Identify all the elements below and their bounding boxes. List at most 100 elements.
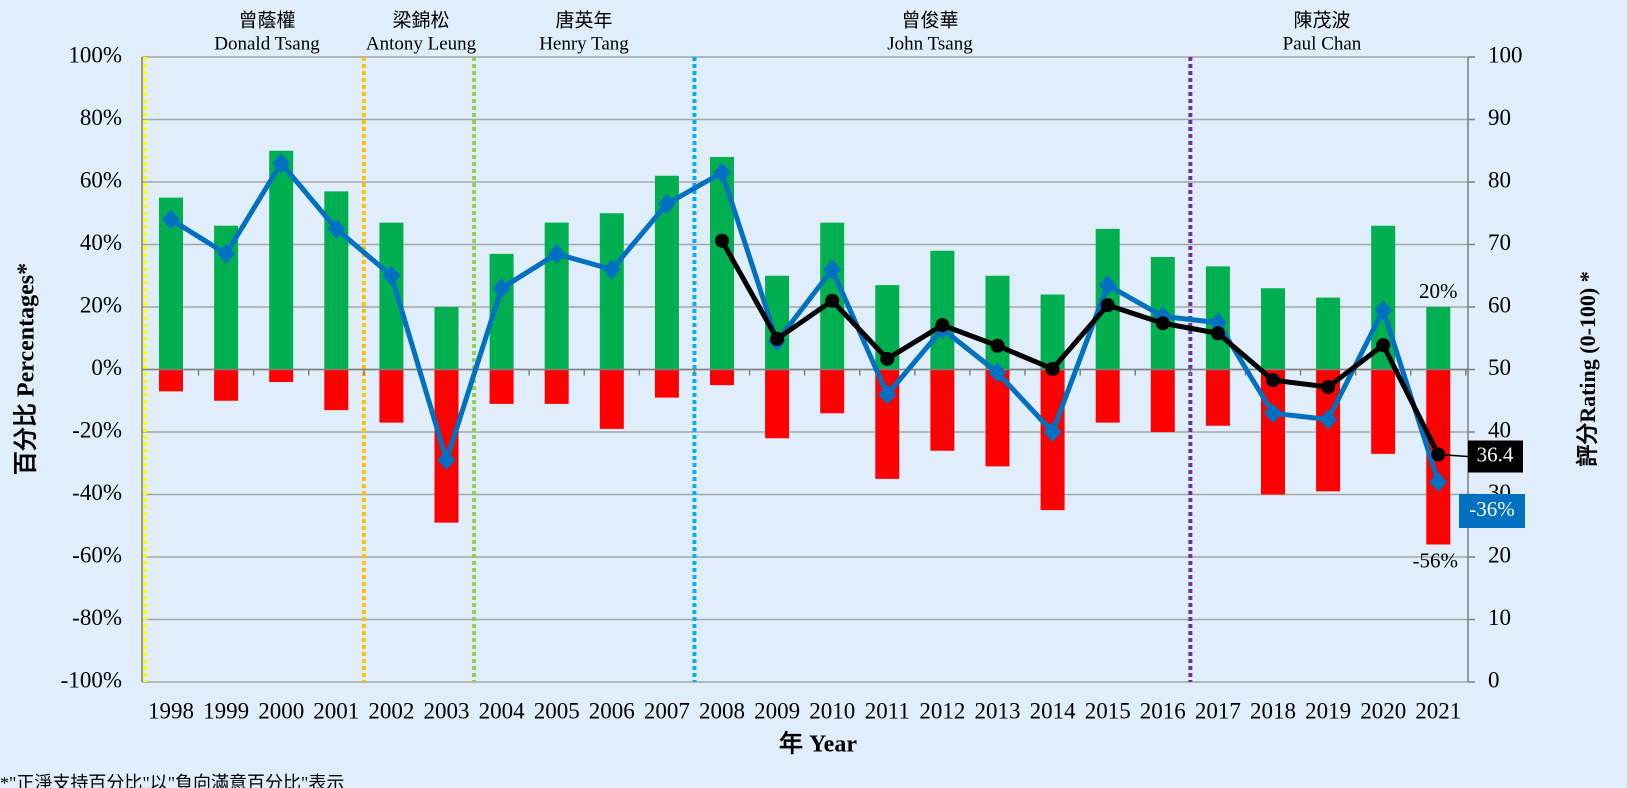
period-name-en: Antony Leung <box>366 33 477 54</box>
x-tick-label: 2002 <box>368 698 414 723</box>
period-name-en: Henry Tang <box>539 33 629 54</box>
data-label-box <box>1459 494 1525 528</box>
y2-axis-label: 評分Rating (0-100) * <box>1575 271 1600 467</box>
x-tick-label: 2017 <box>1195 698 1241 723</box>
marker <box>1155 316 1170 331</box>
line <box>719 239 1441 456</box>
x-tick-label: 2012 <box>919 698 965 723</box>
marker <box>1045 361 1060 376</box>
y2-tick-label: 40 <box>1488 417 1511 442</box>
y2-tick-label: 10 <box>1488 605 1511 630</box>
bar <box>985 275 1010 370</box>
y-tick-label: 0% <box>91 355 122 380</box>
x-tick-label: 2015 <box>1085 698 1131 723</box>
y-tick-label: 20% <box>80 292 122 317</box>
marker <box>1210 326 1225 341</box>
bar <box>1150 369 1175 432</box>
y-tick-label: -60% <box>72 542 122 567</box>
marker <box>1043 422 1062 442</box>
marker <box>1098 275 1117 296</box>
x-tick-label: 2019 <box>1305 698 1351 723</box>
y2-tick-label: 0 <box>1488 667 1500 692</box>
line <box>169 160 1441 483</box>
bar <box>765 369 790 439</box>
marker <box>878 384 897 405</box>
bar <box>1316 297 1341 370</box>
x-tick-label: 2000 <box>258 698 304 723</box>
marker <box>990 338 1005 353</box>
x-tick-label: 2003 <box>424 698 470 723</box>
x-tick-label: 2020 <box>1360 698 1406 723</box>
bar <box>434 369 459 523</box>
marker <box>382 265 401 286</box>
y2-tick-label: 20 <box>1488 542 1511 567</box>
data-label: 20% <box>1419 279 1458 303</box>
y-tick-label: -80% <box>72 605 122 630</box>
bar <box>599 213 624 370</box>
x-tick-label: 2009 <box>754 698 800 723</box>
marker <box>1266 373 1280 388</box>
y2-tick-label: 60 <box>1488 292 1511 317</box>
bar <box>1371 369 1396 454</box>
x-tick-label: 2006 <box>589 698 635 723</box>
marker <box>988 362 1007 383</box>
bar <box>599 369 624 429</box>
period-name-en: Paul Chan <box>1283 33 1362 54</box>
y-tick-label: -20% <box>72 417 122 442</box>
marker <box>713 162 731 183</box>
x-tick-label: 2021 <box>1415 698 1461 723</box>
y2-tick-label: 80 <box>1488 167 1511 192</box>
bar <box>489 369 514 404</box>
x-tick-label: 2005 <box>534 698 580 723</box>
bar <box>324 369 349 411</box>
x-tick-label: 2011 <box>865 698 910 723</box>
bar <box>930 250 955 370</box>
x-tick-label: 2016 <box>1140 698 1186 723</box>
bar <box>820 369 845 414</box>
marker <box>1429 472 1448 492</box>
bar <box>1426 307 1451 370</box>
bar <box>544 369 569 404</box>
period-name-zh: 曾俊華 <box>901 9 958 31</box>
bar <box>1095 369 1120 423</box>
footnote: *"正淨支持百分比"以"負向滿意百分比"表示 <box>0 773 344 788</box>
marker <box>770 331 785 346</box>
marker <box>162 209 180 230</box>
data-label: 36.4 <box>1477 442 1514 466</box>
y-tick-label: 40% <box>80 230 122 255</box>
y-tick-label: 80% <box>80 105 122 130</box>
bar <box>710 157 734 370</box>
y-tick-label: 60% <box>80 167 122 192</box>
marker <box>492 278 511 299</box>
y2-tick-label: 90 <box>1488 105 1511 130</box>
y2-tick-label: 50 <box>1488 355 1511 380</box>
marker <box>1264 403 1282 424</box>
bar <box>985 369 1010 467</box>
x-tick-label: 2013 <box>975 698 1021 723</box>
bar <box>654 369 679 398</box>
x-tick-label: 1999 <box>203 698 249 723</box>
marker <box>935 318 950 333</box>
x-tick-label: 2004 <box>479 698 526 723</box>
bar <box>1261 288 1285 370</box>
data-label: -56% <box>1413 548 1459 572</box>
marker <box>880 351 895 366</box>
period-name-en: Donald Tsang <box>214 33 320 54</box>
x-tick-label: 2010 <box>809 698 855 723</box>
bar <box>434 307 459 370</box>
marker <box>1376 338 1391 353</box>
marker <box>657 193 676 214</box>
marker <box>1374 300 1393 321</box>
bar <box>930 369 955 451</box>
marker <box>602 259 621 280</box>
period-name-zh: 梁錦松 <box>392 9 449 31</box>
marker <box>825 293 840 308</box>
x-tick-label: 2008 <box>699 698 745 723</box>
y-tick-label: -40% <box>72 480 122 505</box>
period-name-zh: 陳茂波 <box>1293 9 1350 31</box>
data-label-box <box>1468 440 1523 473</box>
bar <box>1261 369 1285 495</box>
bar <box>710 369 734 386</box>
period-name-zh: 唐英年 <box>555 9 612 31</box>
